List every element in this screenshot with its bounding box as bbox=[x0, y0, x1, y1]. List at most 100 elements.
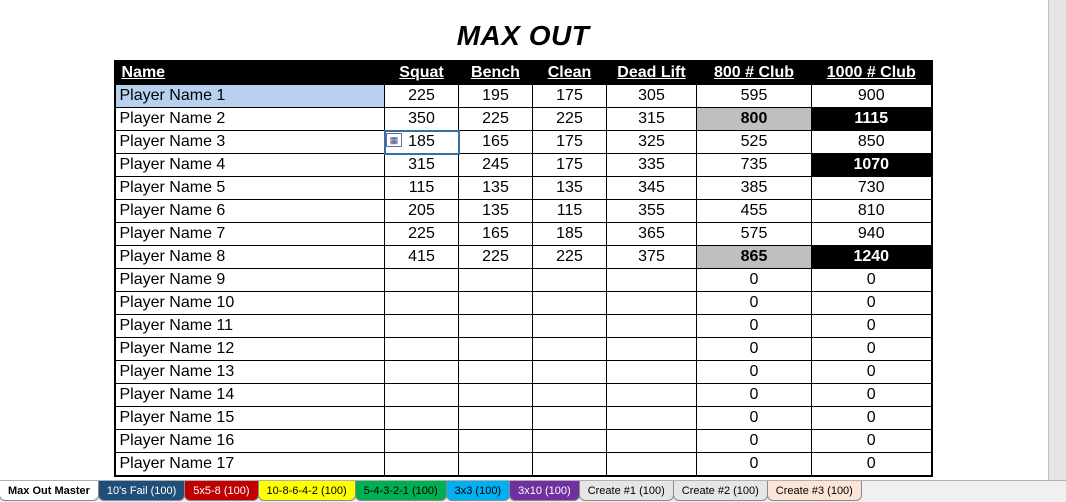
col-800-header[interactable]: 800 # Club bbox=[697, 61, 812, 85]
cell-clean[interactable] bbox=[533, 407, 607, 430]
cell-deadlift[interactable]: 335 bbox=[607, 154, 697, 177]
cell-squat[interactable]: 315 bbox=[385, 154, 459, 177]
cell-deadlift[interactable] bbox=[607, 292, 697, 315]
cell-deadlift[interactable]: 365 bbox=[607, 223, 697, 246]
cell-800-club[interactable]: 455 bbox=[697, 200, 812, 223]
cell-squat[interactable]: 225 bbox=[385, 223, 459, 246]
cell-deadlift[interactable]: 305 bbox=[607, 85, 697, 108]
cell-name[interactable]: Player Name 14 bbox=[115, 384, 385, 407]
cell-bench[interactable]: 195 bbox=[459, 85, 533, 108]
table-row[interactable]: Player Name 5115135135345385730 bbox=[115, 177, 932, 200]
cell-name[interactable]: Player Name 7 bbox=[115, 223, 385, 246]
cell-deadlift[interactable] bbox=[607, 407, 697, 430]
cell-800-club[interactable]: 0 bbox=[697, 269, 812, 292]
cell-squat[interactable]: 205 bbox=[385, 200, 459, 223]
cell-name[interactable]: Player Name 11 bbox=[115, 315, 385, 338]
cell-squat[interactable] bbox=[385, 315, 459, 338]
cell-clean[interactable]: 225 bbox=[533, 246, 607, 269]
cell-bench[interactable] bbox=[459, 315, 533, 338]
cell-name[interactable]: Player Name 10 bbox=[115, 292, 385, 315]
table-row[interactable]: Player Name 1700 bbox=[115, 453, 932, 477]
vertical-scrollbar[interactable] bbox=[1048, 0, 1066, 480]
cell-name[interactable]: Player Name 6 bbox=[115, 200, 385, 223]
table-row[interactable]: Player Name 7225165185365575940 bbox=[115, 223, 932, 246]
cell-800-club[interactable]: 0 bbox=[697, 453, 812, 477]
cell-squat[interactable] bbox=[385, 453, 459, 477]
cell-clean[interactable]: 225 bbox=[533, 108, 607, 131]
cell-squat[interactable] bbox=[385, 338, 459, 361]
sheet-tab[interactable]: Max Out Master bbox=[0, 481, 99, 501]
sheet-tab[interactable]: Create #2 (100) bbox=[673, 481, 768, 501]
cell-bench[interactable] bbox=[459, 453, 533, 477]
sheet-tab[interactable]: 3x10 (100) bbox=[509, 481, 580, 501]
cell-squat[interactable]: 225 bbox=[385, 85, 459, 108]
cell-squat[interactable] bbox=[385, 407, 459, 430]
cell-clean[interactable]: 135 bbox=[533, 177, 607, 200]
cell-clean[interactable] bbox=[533, 430, 607, 453]
cell-bench[interactable]: 225 bbox=[459, 108, 533, 131]
cell-name[interactable]: Player Name 12 bbox=[115, 338, 385, 361]
cell-1000-club[interactable]: 0 bbox=[812, 269, 932, 292]
cell-bench[interactable] bbox=[459, 430, 533, 453]
cell-clean[interactable]: 175 bbox=[533, 154, 607, 177]
cell-1000-club[interactable]: 0 bbox=[812, 453, 932, 477]
sheet-tab[interactable]: 3x3 (100) bbox=[446, 481, 510, 501]
cell-bench[interactable]: 225 bbox=[459, 246, 533, 269]
cell-deadlift[interactable]: 315 bbox=[607, 108, 697, 131]
cell-clean[interactable] bbox=[533, 384, 607, 407]
cell-1000-club[interactable]: 900 bbox=[812, 85, 932, 108]
cell-1000-club[interactable]: 1115 bbox=[812, 108, 932, 131]
cell-800-club[interactable]: 0 bbox=[697, 338, 812, 361]
table-row[interactable]: Player Name 3185165175325525850 bbox=[115, 131, 932, 154]
cell-squat[interactable]: 185 bbox=[385, 131, 459, 154]
cell-deadlift[interactable] bbox=[607, 453, 697, 477]
cell-bench[interactable] bbox=[459, 269, 533, 292]
cell-1000-club[interactable]: 0 bbox=[812, 407, 932, 430]
col-name-header[interactable]: Name bbox=[115, 61, 385, 85]
sheet-tab[interactable]: 5-4-3-2-1 (100) bbox=[355, 481, 447, 501]
cell-800-club[interactable]: 0 bbox=[697, 292, 812, 315]
cell-clean[interactable]: 115 bbox=[533, 200, 607, 223]
cell-1000-club[interactable]: 0 bbox=[812, 384, 932, 407]
cell-800-club[interactable]: 575 bbox=[697, 223, 812, 246]
cell-1000-club[interactable]: 0 bbox=[812, 315, 932, 338]
table-row[interactable]: Player Name 1000 bbox=[115, 292, 932, 315]
cell-squat[interactable]: 350 bbox=[385, 108, 459, 131]
cell-bench[interactable]: 135 bbox=[459, 200, 533, 223]
col-dead-header[interactable]: Dead Lift bbox=[607, 61, 697, 85]
cell-name[interactable]: Player Name 2 bbox=[115, 108, 385, 131]
table-row[interactable]: Player Name 16 00 bbox=[115, 430, 932, 453]
cell-clean[interactable] bbox=[533, 338, 607, 361]
cell-800-club[interactable]: 525 bbox=[697, 131, 812, 154]
sheet-tab[interactable]: 5x5-8 (100) bbox=[184, 481, 258, 501]
cell-squat[interactable] bbox=[385, 361, 459, 384]
cell-800-club[interactable]: 865 bbox=[697, 246, 812, 269]
cell-clean[interactable]: 175 bbox=[533, 131, 607, 154]
table-row[interactable]: Player Name 6205135115355455810 bbox=[115, 200, 932, 223]
cell-deadlift[interactable] bbox=[607, 430, 697, 453]
col-squat-header[interactable]: Squat bbox=[385, 61, 459, 85]
cell-bench[interactable]: 245 bbox=[459, 154, 533, 177]
table-row[interactable]: Player Name 1500 bbox=[115, 407, 932, 430]
sheet-tab[interactable]: 10's Fail (100) bbox=[98, 481, 185, 501]
cell-deadlift[interactable] bbox=[607, 269, 697, 292]
smart-tag-icon[interactable] bbox=[386, 133, 402, 147]
cell-squat[interactable]: 115 bbox=[385, 177, 459, 200]
cell-800-club[interactable]: 0 bbox=[697, 384, 812, 407]
cell-name[interactable]: Player Name 16 bbox=[115, 430, 385, 453]
cell-800-club[interactable]: 595 bbox=[697, 85, 812, 108]
cell-800-club[interactable]: 385 bbox=[697, 177, 812, 200]
cell-800-club[interactable]: 0 bbox=[697, 407, 812, 430]
cell-1000-club[interactable]: 0 bbox=[812, 430, 932, 453]
cell-800-club[interactable]: 0 bbox=[697, 315, 812, 338]
cell-name[interactable]: Player Name 1 bbox=[115, 85, 385, 108]
cell-800-club[interactable]: 0 bbox=[697, 430, 812, 453]
cell-name[interactable]: Player Name 9 bbox=[115, 269, 385, 292]
cell-deadlift[interactable]: 355 bbox=[607, 200, 697, 223]
cell-deadlift[interactable]: 345 bbox=[607, 177, 697, 200]
cell-deadlift[interactable] bbox=[607, 315, 697, 338]
cell-1000-club[interactable]: 940 bbox=[812, 223, 932, 246]
cell-1000-club[interactable]: 850 bbox=[812, 131, 932, 154]
col-clean-header[interactable]: Clean bbox=[533, 61, 607, 85]
table-row[interactable]: Player Name 43152451753357351070 bbox=[115, 154, 932, 177]
